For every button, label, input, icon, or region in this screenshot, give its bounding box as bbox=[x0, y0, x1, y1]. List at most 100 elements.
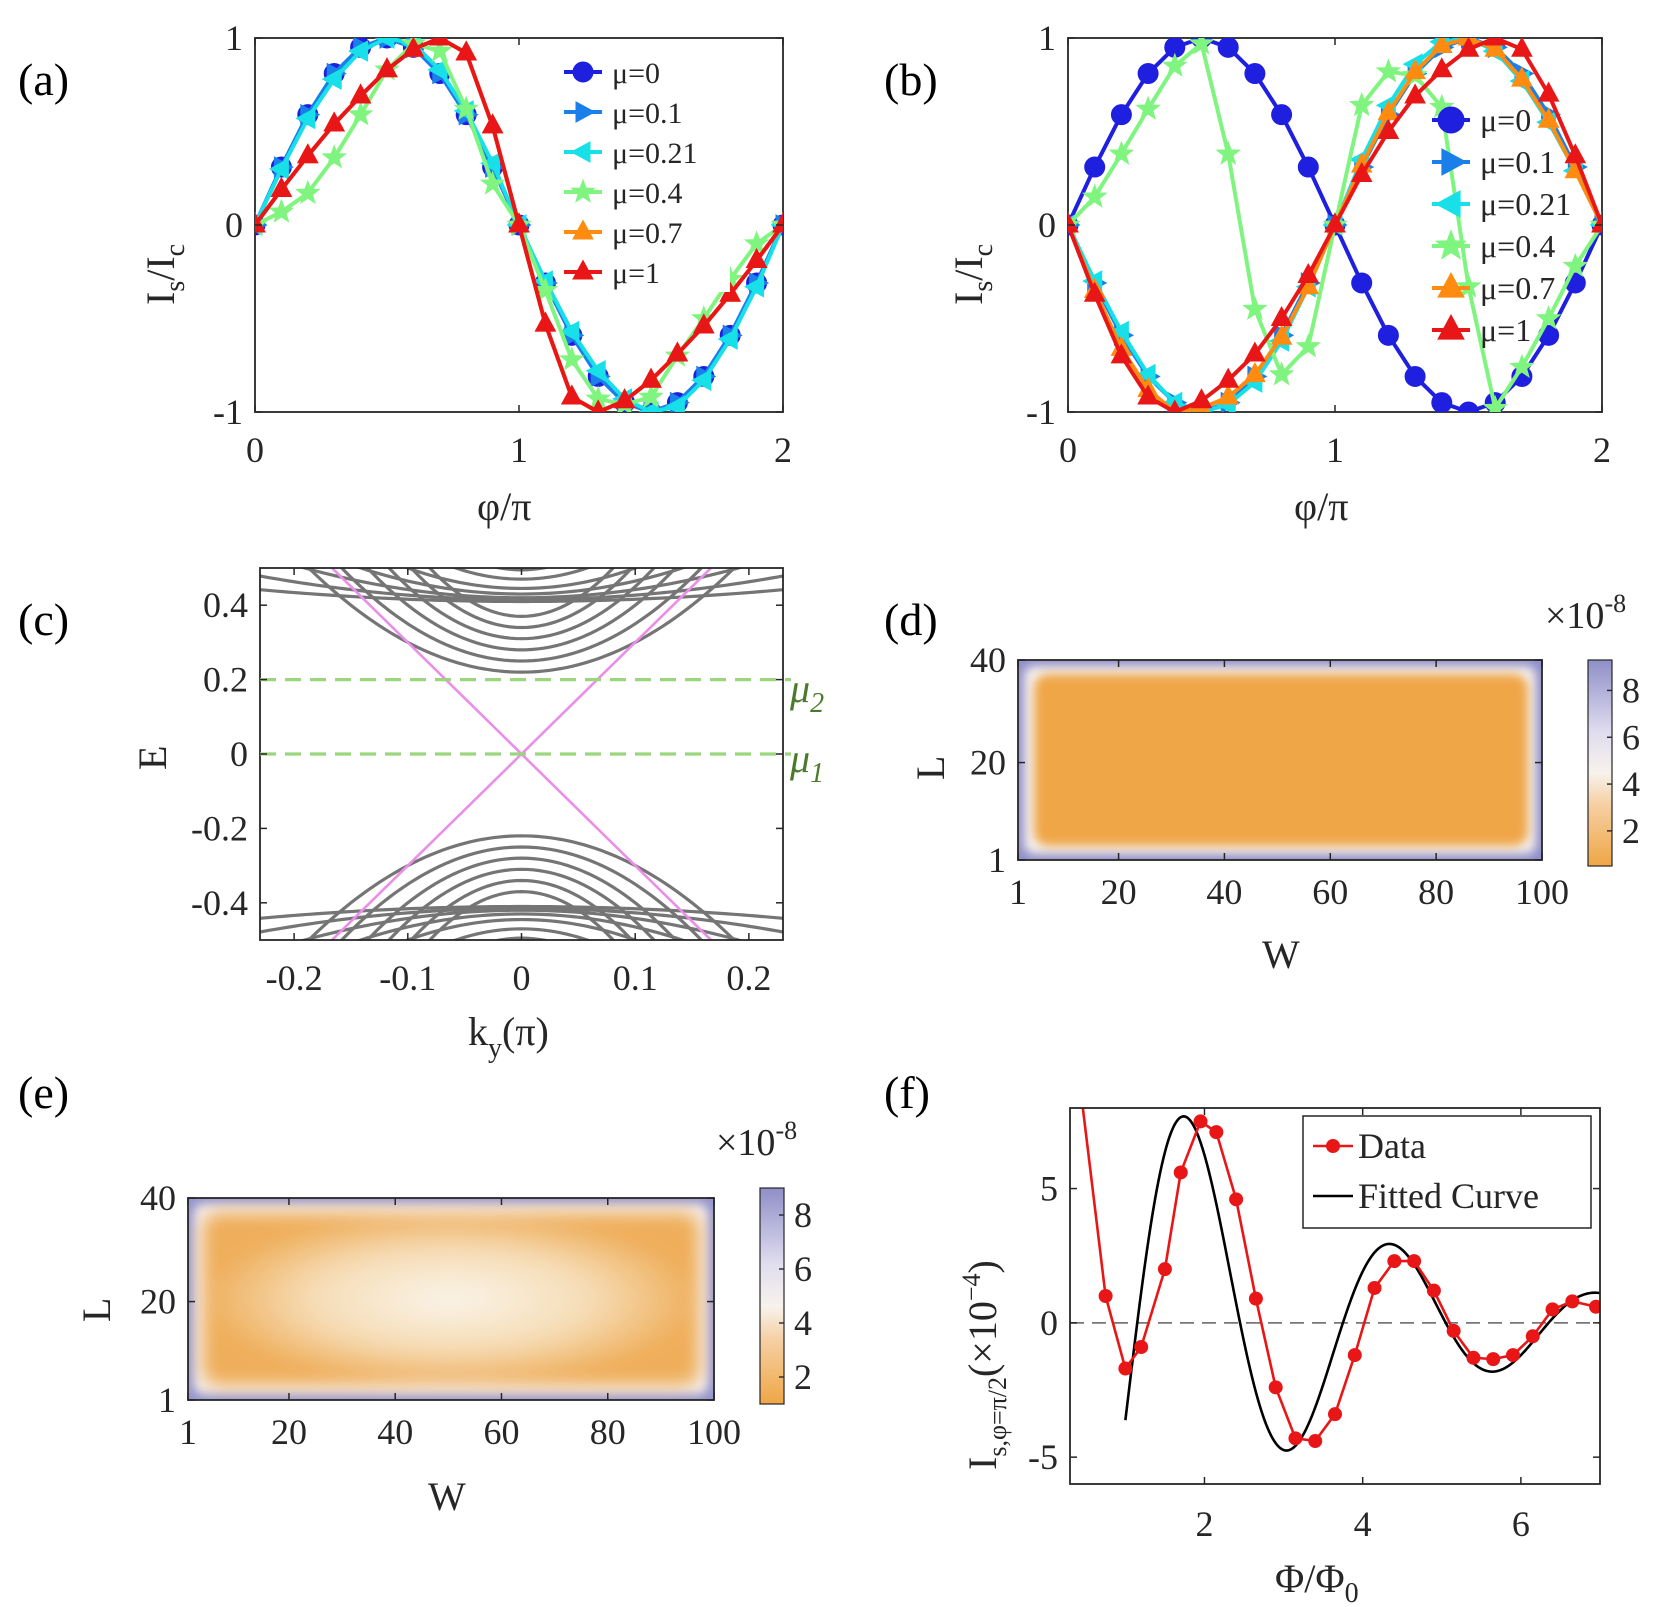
legend-label: Fitted Curve bbox=[1358, 1176, 1539, 1216]
data-point bbox=[295, 179, 321, 205]
legend-label: μ=0.21 bbox=[612, 137, 698, 170]
data-point bbox=[1562, 252, 1589, 278]
data-point bbox=[1110, 104, 1132, 126]
data-point bbox=[348, 40, 369, 62]
series-group-b bbox=[1068, 38, 1602, 412]
bulk-band bbox=[365, 568, 678, 652]
bulk-band bbox=[306, 568, 737, 674]
x-axis-label-f: Φ/Φ0 bbox=[1275, 1556, 1359, 1607]
y-tick-label: -1 bbox=[1026, 392, 1056, 432]
ticks-a: 0 1 2-101 bbox=[213, 18, 792, 470]
cb-pow-d: -8 bbox=[1604, 589, 1626, 618]
colorbar-tick-label: 6 bbox=[794, 1249, 812, 1289]
axes-box-d bbox=[1017, 659, 1543, 861]
data-point bbox=[1324, 212, 1346, 233]
colorbar-tick-label: 6 bbox=[1622, 717, 1640, 757]
data-point bbox=[1268, 1380, 1283, 1395]
data-point bbox=[1367, 1280, 1382, 1295]
bulk-band bbox=[427, 890, 616, 940]
bulk-band bbox=[260, 574, 783, 602]
legend-label: μ=0.4 bbox=[612, 177, 683, 210]
data-point bbox=[1387, 1254, 1402, 1269]
heatmap-e-interior bbox=[202, 1212, 700, 1386]
mu1-subscript: 1 bbox=[810, 758, 824, 789]
cb-pow-e: -8 bbox=[775, 1116, 797, 1145]
data-point bbox=[1525, 1329, 1540, 1344]
legend-marker bbox=[572, 61, 594, 83]
data-point bbox=[1217, 367, 1240, 388]
xlabel-tail-c: (π) bbox=[502, 1009, 549, 1054]
ticks-c: -0.2 -0.1 0 0.1 0.2 -0.4 -0.2 0 0.2 0.4 bbox=[191, 568, 791, 998]
y-axis-label-d: L bbox=[908, 756, 953, 780]
bulk-band bbox=[409, 568, 634, 630]
data-point bbox=[613, 388, 636, 409]
heatmap-e bbox=[188, 1198, 714, 1400]
y-tick-label: 0.2 bbox=[203, 660, 248, 700]
legend-label: μ=0.1 bbox=[1480, 144, 1555, 180]
xlabel-main-f: Φ/Φ bbox=[1275, 1556, 1345, 1601]
data-point bbox=[1098, 1289, 1113, 1303]
data-point bbox=[664, 395, 685, 412]
x-tick-label: -0.1 bbox=[379, 958, 436, 998]
panel-label-b: (b) bbox=[884, 54, 938, 105]
ylabel-sub1-b: s bbox=[968, 281, 999, 292]
bulk-band bbox=[298, 568, 745, 600]
legend-label: Data bbox=[1358, 1126, 1426, 1166]
data-point bbox=[1295, 333, 1322, 358]
y-tick-label: 1 bbox=[225, 18, 243, 58]
data-point bbox=[1484, 38, 1507, 46]
data-point bbox=[1430, 38, 1453, 53]
bulk-band bbox=[306, 834, 737, 940]
colorbar-scale-e: ×10-8 bbox=[716, 1116, 797, 1164]
legend-marker bbox=[1434, 228, 1468, 260]
legend-label: μ=0.21 bbox=[1480, 186, 1571, 222]
y-tick-label: 1 bbox=[1038, 18, 1056, 58]
data-point bbox=[376, 57, 398, 78]
data-point bbox=[1407, 1254, 1422, 1269]
data-point bbox=[1466, 1350, 1481, 1365]
bulk-band bbox=[451, 927, 592, 940]
bulk-band bbox=[403, 568, 640, 591]
data-point bbox=[1348, 91, 1375, 117]
legend-label: μ=1 bbox=[612, 257, 660, 290]
data-point bbox=[1511, 38, 1533, 57]
x-tick-label: 1 bbox=[1326, 430, 1344, 470]
data-point bbox=[1430, 57, 1453, 78]
bulk-band bbox=[339, 568, 704, 663]
data-point bbox=[1347, 1348, 1362, 1363]
data-point bbox=[1537, 81, 1560, 102]
bulk-band bbox=[451, 568, 592, 581]
legend-marker bbox=[575, 101, 596, 123]
data-point bbox=[1431, 392, 1453, 412]
legend-label: μ=0.1 bbox=[612, 97, 683, 130]
series-group-a bbox=[255, 38, 783, 412]
data-point bbox=[428, 38, 451, 46]
legend-marker bbox=[1437, 271, 1465, 298]
data-point bbox=[1328, 1407, 1342, 1422]
x-tick-label: 1 bbox=[179, 1412, 197, 1452]
colorbar-tick-label: 8 bbox=[1622, 670, 1640, 710]
data-point bbox=[1375, 58, 1402, 83]
xlabel-main-c: k bbox=[468, 1009, 488, 1054]
heatmap-d bbox=[1018, 660, 1542, 860]
data-point bbox=[1564, 143, 1587, 164]
data-point bbox=[1084, 156, 1106, 178]
data-point bbox=[1288, 1431, 1303, 1446]
legend-marker bbox=[1441, 148, 1468, 176]
colorbar-ticks-e: 2 4 6 8 bbox=[779, 1195, 812, 1397]
bulk-band bbox=[403, 917, 640, 940]
data-point bbox=[455, 40, 478, 61]
data-point bbox=[638, 383, 664, 408]
data-point bbox=[1350, 161, 1373, 183]
data-point bbox=[1190, 388, 1213, 409]
x-tick-label: 2 bbox=[1195, 1504, 1213, 1544]
data-point bbox=[1591, 212, 1602, 233]
data-point bbox=[296, 143, 319, 164]
data-point bbox=[1110, 343, 1133, 364]
legend-marker bbox=[1326, 1139, 1340, 1153]
mu2-symbol: μ bbox=[789, 666, 810, 711]
data-point bbox=[1545, 1302, 1560, 1317]
data-point bbox=[1271, 104, 1293, 126]
